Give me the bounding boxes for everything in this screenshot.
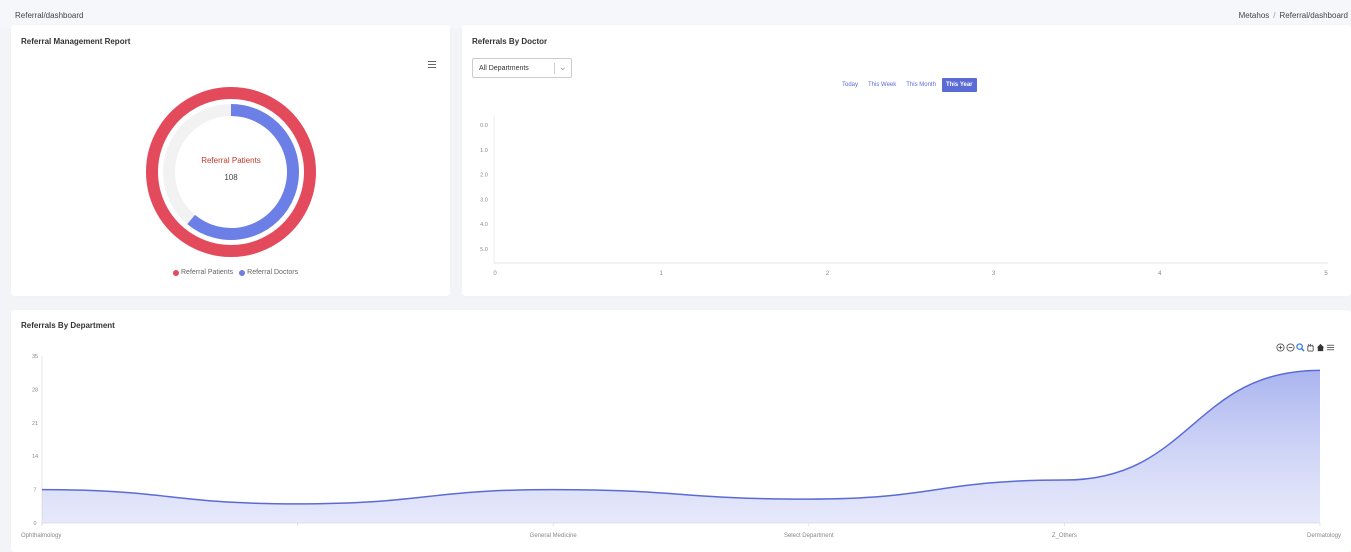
dept-y-tick: 28 <box>32 387 38 393</box>
breadcrumb-bar: Referral/dashboard Metahos / Referral/dash… <box>0 0 1351 28</box>
department-select-value: All Departments <box>479 65 529 72</box>
doctor-y-tick: 3.0 <box>480 197 488 203</box>
doctor-y-tick: 2.0 <box>480 173 488 179</box>
report-card-title: Referral Management Report <box>21 37 131 46</box>
menu-icon[interactable] <box>1326 343 1335 352</box>
dept-y-tick: 21 <box>32 421 38 427</box>
dept-y-tick: 0 <box>33 521 36 527</box>
range-button-this-week[interactable]: This Week <box>868 82 897 88</box>
chart-toolbar <box>1276 343 1336 352</box>
doctor-y-tick: 5.0 <box>480 247 488 253</box>
legend-item-referral-doctors[interactable]: Referral Doctors <box>239 269 298 276</box>
magnifier-icon[interactable] <box>1296 343 1305 352</box>
breadcrumb-separator: / <box>1273 11 1276 20</box>
dept-area-fill <box>42 370 1320 523</box>
dept-x-tick-label: Ophthalmology <box>21 533 61 539</box>
doctor-x-tick: 2 <box>826 271 830 277</box>
pan-hand-icon[interactable] <box>1306 343 1315 352</box>
dept-y-tick: 35 <box>32 354 38 360</box>
breadcrumb-home-link[interactable]: Metahos <box>1238 11 1270 20</box>
range-button-this-year[interactable]: This Year <box>941 78 977 92</box>
legend-label-doctors: Referral Doctors <box>247 269 299 276</box>
referrals-by-doctor-card: Referrals By Doctor All Departments ⌄ To… <box>462 25 1351 296</box>
donut-legend: Referral Patients Referral Doctors <box>173 269 304 276</box>
time-range-buttons: Today This Week This Month This Year <box>838 78 979 92</box>
donut-center-value: 108 <box>224 173 238 182</box>
department-select[interactable]: All Departments ⌄ <box>472 58 572 78</box>
referral-report-card: Referral Management Report Referral Pati… <box>11 25 450 296</box>
department-area-chart: 0 7 14 21 28 35 Ophthalmology General Medicine… <box>21 354 1341 539</box>
doctor-x-tick: 1 <box>660 271 664 277</box>
donut-slice-referral-patients[interactable] <box>146 87 316 257</box>
select-divider <box>554 63 555 74</box>
doctor-y-tick: 4.0 <box>480 222 488 228</box>
doctor-x-tick: 4 <box>1158 271 1162 277</box>
donut-slice-referral-doctors[interactable] <box>187 104 299 240</box>
doctor-x-tick: 0 <box>493 271 497 277</box>
dept-card-title: Referrals By Department <box>21 321 115 330</box>
doctor-card-title: Referrals By Doctor <box>472 37 548 46</box>
breadcrumb-current: Referral/dashboard <box>1279 11 1348 20</box>
dept-y-tick: 14 <box>32 454 38 460</box>
doctor-y-tick: 1.0 <box>480 148 488 154</box>
dept-x-tick-label: General Medicine <box>530 533 578 539</box>
dept-x-tick-label: Dermatology <box>1307 533 1341 539</box>
doctor-x-tick: 5 <box>1324 271 1328 277</box>
hamburger-menu-icon[interactable] <box>428 61 436 68</box>
breadcrumb: Metahos / Referral/dashboard <box>1239 11 1348 20</box>
home-icon[interactable] <box>1316 343 1325 352</box>
legend-dot-patients <box>173 269 179 276</box>
doctor-bar-chart: 0.0 1.0 2.0 3.0 4.0 5.0 0 1 2 3 4 5 <box>480 115 1328 277</box>
dept-y-tick: 7 <box>33 488 36 494</box>
zoom-out-icon[interactable] <box>1286 343 1295 352</box>
doctor-y-tick: 0.0 <box>480 123 488 129</box>
dept-x-tick-label: Z_Others <box>1052 533 1077 539</box>
chevron-down-icon[interactable]: ⌄ <box>559 62 567 72</box>
legend-label-patients: Referral Patients <box>181 269 234 276</box>
donut-chart: Referral Patients 108 <box>146 87 316 257</box>
range-button-today[interactable]: Today <box>842 82 859 88</box>
zoom-in-icon[interactable] <box>1276 343 1285 352</box>
breadcrumb-path: Referral/dashboard <box>15 11 84 20</box>
legend-dot-doctors <box>239 269 246 276</box>
donut-center-label: Referral Patients <box>201 156 261 165</box>
legend-item-referral-patients[interactable]: Referral Patients <box>173 269 233 276</box>
range-button-this-month[interactable]: This Month <box>906 82 936 88</box>
dept-series-line[interactable] <box>41 369 1321 505</box>
referrals-by-department-card: Referrals By Department 0 7 14 21 28 35 Ophth… <box>11 310 1351 552</box>
dept-x-tick-label: Select Department <box>784 533 834 539</box>
doctor-x-tick: 3 <box>992 271 996 277</box>
